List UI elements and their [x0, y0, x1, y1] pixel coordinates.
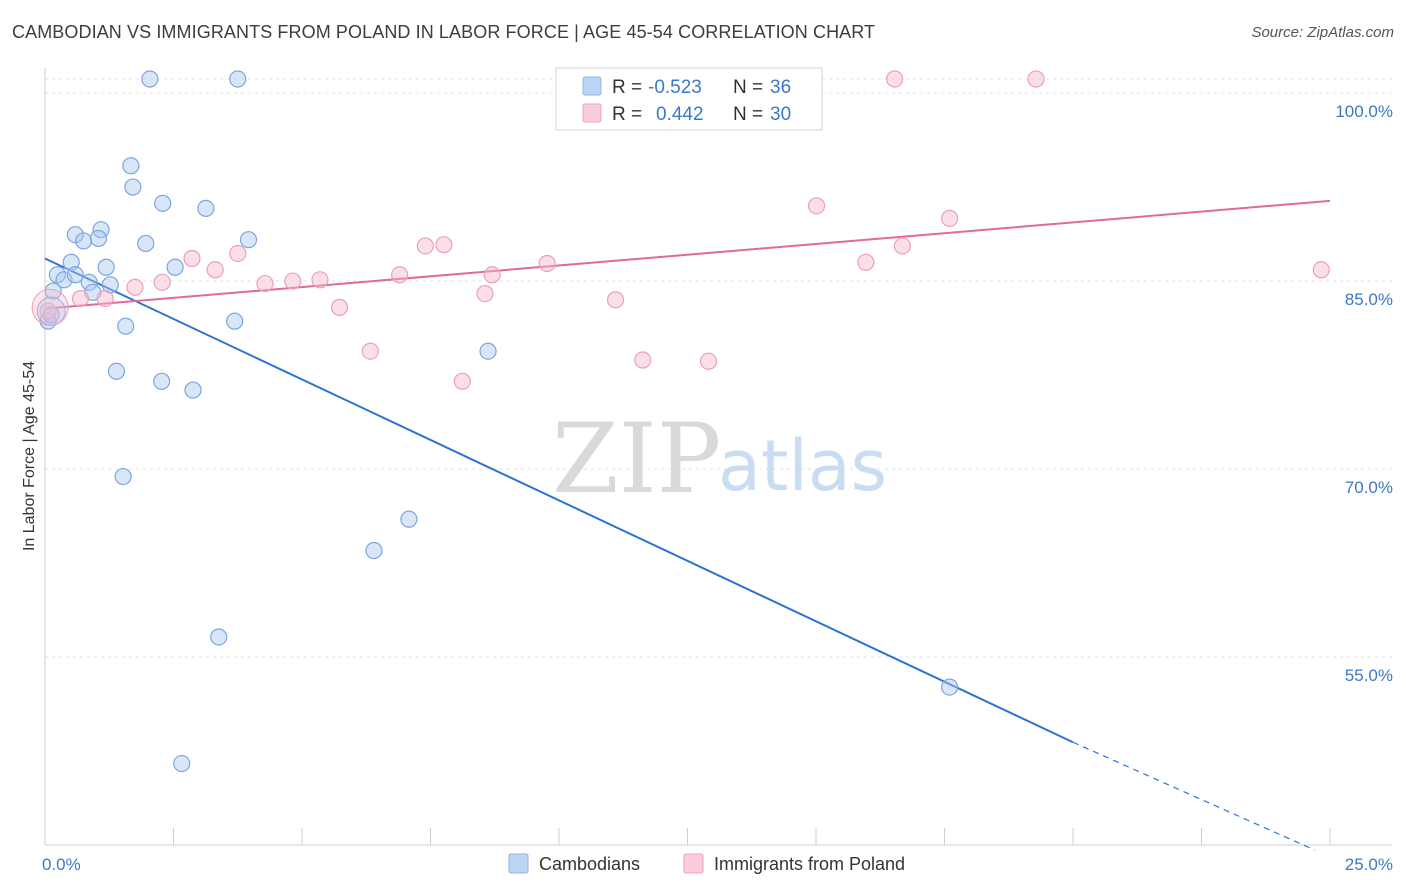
point-s1-3: [126, 278, 144, 296]
point-s0-8: [74, 232, 93, 250]
point-s1-20: [606, 291, 625, 309]
point-s1-19: [538, 254, 556, 273]
y-axis-title: In Labor Force | Age 45-54: [21, 361, 38, 551]
point-s1-2: [96, 289, 114, 308]
trend-line-dashed-0: [1072, 741, 1315, 851]
point-s0-0: [141, 70, 159, 88]
point-s0-20: [44, 282, 62, 300]
point-s1-12: [361, 342, 379, 360]
point-s1-1: [71, 289, 90, 308]
point-s1-23: [807, 197, 826, 215]
point-s0-32: [210, 628, 228, 646]
point-s1-14: [416, 237, 434, 255]
watermark-zip: ZIP: [552, 403, 721, 515]
point-s0-33: [941, 678, 959, 696]
trend-line-0: [44, 257, 1074, 744]
point-s1-18: [483, 266, 501, 284]
point-s0-27: [184, 381, 202, 399]
point-s1-0: [39, 302, 57, 320]
legend-n-label-1: N =: [733, 104, 763, 125]
point-s1-9: [284, 272, 302, 290]
point-s1-28: [1027, 70, 1045, 88]
legend-swatch-cambodians: [582, 76, 602, 96]
point-s1-22: [699, 352, 718, 370]
point-s1-6: [206, 261, 224, 279]
bottom-legend-swatch-cambodians: [508, 853, 529, 874]
point-s0-18: [80, 273, 98, 291]
legend-n-value-1: 30: [770, 104, 791, 125]
point-s1-4: [153, 273, 171, 291]
trend-layer: [44, 199, 1331, 851]
legend-n-value-0: 36: [770, 77, 791, 98]
point-s0-3: [124, 178, 142, 196]
point-s1-11: [330, 298, 349, 316]
point-s0-30: [400, 510, 418, 528]
point-s0-13: [97, 258, 115, 276]
trend-line-1: [44, 199, 1331, 310]
legend-r-label-0: R =: [612, 77, 642, 98]
point-s0-17: [66, 266, 84, 284]
point-s0-9: [89, 229, 108, 248]
point-s0-29: [114, 467, 132, 486]
legend-r-label-1: R =: [612, 104, 642, 125]
point-s1-15: [435, 236, 453, 254]
y-tick-label-0: 100.0%: [1335, 102, 1393, 121]
watermark-atlas: atlas: [718, 425, 887, 507]
chart-title: CAMBODIAN VS IMMIGRANTS FROM POLAND IN L…: [12, 22, 876, 42]
point-s0-31: [365, 541, 383, 560]
point-s0-28: [479, 342, 497, 360]
y-tick-label-3: 55.0%: [1345, 666, 1393, 685]
point-s0-5: [197, 199, 215, 217]
legend-swatch-poland: [582, 103, 602, 123]
point-s1-29: [1312, 261, 1330, 279]
point-s0-4: [154, 194, 172, 212]
points-layer: [31, 70, 1330, 773]
point-s0-25: [107, 362, 126, 380]
bottom-legend: Cambodians Immigrants from Poland: [508, 853, 905, 874]
point-s1-25: [893, 237, 911, 255]
point-s0-11: [239, 231, 258, 249]
chart-source: Source: ZipAtlas.com: [1251, 24, 1394, 41]
point-s1-17: [476, 284, 494, 303]
point-s1-13: [391, 266, 409, 284]
bottom-legend-label-cambodians: Cambodians: [539, 854, 640, 874]
point-s0-10: [137, 234, 155, 253]
point-s1-16: [453, 372, 471, 390]
x-tick-label-1: 25.0%: [1345, 855, 1393, 874]
point-cluster-poland: [31, 288, 69, 326]
x-tick-label-0: 0.0%: [42, 855, 81, 874]
point-s0-14: [166, 258, 184, 276]
point-s0-2: [122, 157, 140, 175]
point-s0-1: [229, 70, 247, 88]
legend-n-label-0: N =: [733, 77, 763, 98]
top-legend: R = -0.523 N = 36 R = 0.442 N = 30: [555, 67, 823, 131]
axis-layer: 100.0% 85.0% 70.0% 55.0% 0.0% 25.0% In Labor F…: [21, 68, 1393, 874]
point-s0-23: [117, 317, 135, 335]
y-tick-label-1: 85.0%: [1345, 290, 1393, 309]
point-s0-16: [55, 271, 73, 289]
grid-layer: [45, 78, 1392, 658]
bottom-legend-swatch-poland: [683, 853, 704, 874]
legend-r-value-1: 0.442: [656, 104, 704, 125]
legend-r-value-0: -0.523: [648, 77, 702, 98]
y-tick-label-2: 70.0%: [1345, 478, 1393, 497]
point-s0-26: [153, 372, 171, 390]
point-s1-7: [229, 244, 247, 263]
bottom-legend-label-poland: Immigrants from Poland: [714, 854, 905, 874]
point-s1-21: [634, 351, 652, 369]
point-s1-26: [941, 209, 959, 227]
point-s0-34: [173, 754, 191, 773]
point-s1-5: [183, 249, 201, 268]
point-s1-27: [886, 70, 904, 88]
point-s0-24: [226, 312, 244, 330]
point-s1-24: [857, 253, 875, 271]
point-s1-8: [256, 274, 274, 293]
point-s1-10: [311, 271, 329, 289]
